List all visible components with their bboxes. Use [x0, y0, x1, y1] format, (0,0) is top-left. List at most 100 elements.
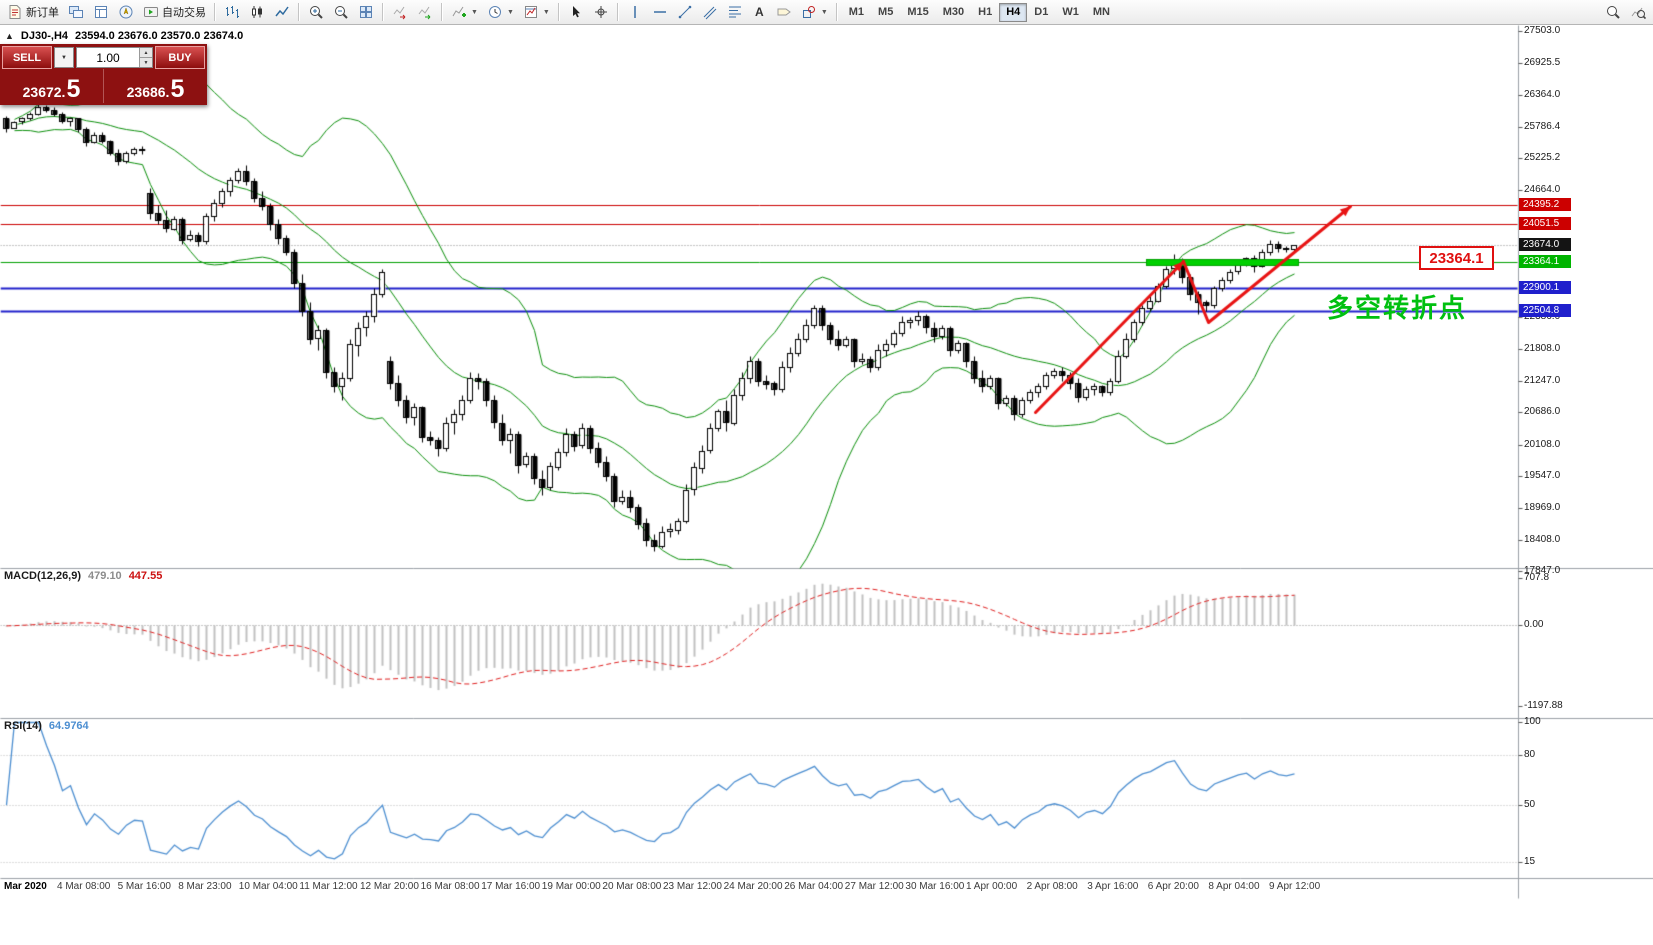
- macd-axis-label: 707.8: [1524, 571, 1550, 583]
- buy-button[interactable]: BUY: [155, 46, 205, 69]
- tile-windows-icon: [360, 6, 372, 18]
- channel-icon: [703, 6, 717, 20]
- timeframe-h1-button[interactable]: H1: [971, 3, 999, 22]
- macd-label: MACD(12,26,9): [4, 570, 82, 582]
- timeframe-m5-button[interactable]: M5: [871, 3, 900, 22]
- time-axis-label: 23 Mar 12:00: [663, 881, 722, 892]
- time-axis-label: 10 Mar 04:00: [238, 881, 298, 892]
- crosshair-icon: [594, 6, 607, 18]
- price-marker-label: 22900.1: [1519, 281, 1571, 295]
- search-button[interactable]: [1601, 2, 1625, 23]
- time-axis-label: 6 Apr 20:00: [1147, 881, 1199, 892]
- crosshair-button[interactable]: [589, 2, 613, 23]
- timeframe-m15-button[interactable]: M15: [900, 3, 935, 22]
- indicators-button[interactable]: ▼: [447, 2, 482, 23]
- chart-search-button[interactable]: [1626, 2, 1650, 23]
- stepper-down-icon[interactable]: ▼: [140, 58, 152, 67]
- navigator-button[interactable]: [114, 2, 138, 23]
- auto-trading-icon: [144, 7, 158, 17]
- sell-price[interactable]: 23672. 5: [0, 69, 103, 103]
- price-tick-label: 26364.0: [1524, 88, 1561, 100]
- new-order-button[interactable]: 新订单: [3, 2, 63, 23]
- timeframe-w1-button[interactable]: W1: [1055, 3, 1086, 22]
- timeframe-m30-button[interactable]: M30: [936, 3, 971, 22]
- trade-panel-prices: 23672. 5 23686. 5: [0, 69, 207, 103]
- vertical-line-button[interactable]: [623, 2, 647, 23]
- buy-price-main: 23686.: [126, 84, 170, 100]
- dropdown-caret-icon: ▼: [471, 8, 478, 16]
- buy-price[interactable]: 23686. 5: [104, 69, 207, 103]
- zoom-in-icon: [310, 6, 323, 19]
- macd-main-value: 479.10: [88, 570, 122, 582]
- rsi-value: 64.9764: [48, 720, 89, 732]
- periods-button[interactable]: ▼: [483, 2, 518, 23]
- macd-axis-label: -1197.88: [1524, 700, 1563, 712]
- trendline-button[interactable]: [673, 2, 697, 23]
- time-axis-label: 12 Mar 20:00: [360, 881, 419, 892]
- line-chart-button[interactable]: [270, 2, 294, 23]
- ohlc-values: 23594.0 23676.0 23570.0 23674.0: [75, 30, 244, 42]
- volume-input[interactable]: [77, 48, 139, 67]
- time-axis-label: 2 Apr 08:00: [1026, 881, 1078, 892]
- time-axis-label: 8 Apr 04:00: [1208, 881, 1260, 892]
- price-tick-label: 18969.0: [1524, 502, 1561, 514]
- bar-chart-icon: [226, 6, 239, 18]
- shapes-button[interactable]: ▼: [797, 2, 832, 23]
- time-axis-label: 3 Apr 16:00: [1087, 881, 1139, 892]
- time-axis-label: 24 Mar 20:00: [723, 881, 783, 892]
- horizontal-line-button[interactable]: [648, 2, 672, 23]
- auto-scroll-button[interactable]: [413, 2, 437, 23]
- periods-icon: [488, 6, 501, 18]
- zoom-out-button[interactable]: [329, 2, 353, 23]
- volume-stepper[interactable]: ▲ ▼: [139, 48, 152, 67]
- sell-button[interactable]: SELL: [2, 46, 52, 69]
- rsi-axis-label: 100: [1524, 716, 1541, 727]
- time-axis-month-label: Mar 2020: [4, 881, 47, 892]
- candlestick-button[interactable]: [245, 2, 269, 23]
- auto-scroll-icon: [418, 6, 431, 20]
- volume-preset-dropdown[interactable]: ▼: [54, 47, 74, 68]
- label-icon: [777, 8, 791, 16]
- time-axis-label: 27 Mar 12:00: [844, 881, 904, 892]
- timeframe-toolbar: M1 M5 M15 M30 H1 H4 D1 W1 MN: [842, 2, 1117, 22]
- price-marker-label: 23674.0: [1519, 238, 1571, 252]
- market-watch-button[interactable]: [64, 2, 88, 23]
- fibonacci-button[interactable]: [723, 2, 747, 23]
- price-marker-label: 24051.5: [1519, 217, 1571, 231]
- time-axis-label: 9 Apr 12:00: [1269, 881, 1321, 892]
- channel-button[interactable]: [698, 2, 722, 23]
- time-axis-label: 17 Mar 16:00: [481, 881, 541, 892]
- data-window-button[interactable]: [89, 2, 113, 23]
- price-tick-label: 20686.0: [1524, 406, 1561, 418]
- price-level-callout[interactable]: 23364.1: [1419, 246, 1494, 270]
- timeframe-h4-button[interactable]: H4: [999, 2, 1028, 22]
- auto-trading-button[interactable]: 自动交易: [139, 2, 210, 23]
- time-axis-label: 5 Mar 16:00: [117, 881, 171, 892]
- vertical-line-icon: [634, 6, 636, 18]
- timeframe-d1-button[interactable]: D1: [1027, 3, 1055, 22]
- one-click-collapse-icon[interactable]: ▲: [5, 31, 14, 41]
- dropdown-caret-icon: ▼: [820, 8, 828, 16]
- zoom-in-button[interactable]: [304, 2, 328, 23]
- time-axis-label: 30 Mar 16:00: [905, 881, 965, 892]
- timeframe-m1-button[interactable]: M1: [842, 3, 871, 22]
- timeframe-mn-button[interactable]: MN: [1086, 3, 1117, 22]
- data-window-icon: [95, 6, 107, 18]
- dropdown-caret-icon: ▼: [542, 8, 550, 16]
- bar-chart-button[interactable]: [220, 2, 244, 23]
- turning-point-note[interactable]: 多空转折点: [1327, 293, 1468, 323]
- tile-windows-button[interactable]: [354, 2, 378, 23]
- time-axis-label: 19 Mar 00:00: [541, 881, 601, 892]
- label-tool-button[interactable]: [772, 2, 796, 23]
- text-tool-button[interactable]: A: [748, 2, 771, 23]
- price-divider: [103, 69, 104, 103]
- toolbar-separator: [557, 3, 560, 21]
- text-icon: A: [754, 5, 764, 19]
- templates-button[interactable]: ▼: [519, 2, 554, 23]
- price-tick-label: 18408.0: [1524, 533, 1561, 545]
- stepper-up-icon[interactable]: ▲: [140, 48, 152, 58]
- chart-shift-button[interactable]: [388, 2, 412, 23]
- cursor-button[interactable]: [564, 2, 588, 23]
